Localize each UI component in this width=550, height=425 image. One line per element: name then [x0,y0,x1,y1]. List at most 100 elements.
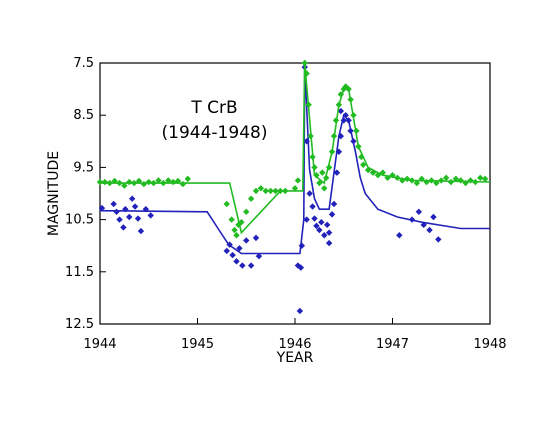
data-point [318,219,325,226]
data-point [262,187,269,195]
data-point [307,132,314,140]
data-point [369,169,377,176]
data-point [301,59,308,67]
data-point [358,153,365,161]
y-tick-label: 11.5 [65,265,94,280]
data-point [321,185,328,192]
data-point [345,117,352,124]
x-axis-title: YEAR [276,350,314,366]
series-layer [96,59,491,315]
data-point [96,178,104,186]
data-point [140,180,148,188]
data-point [122,205,129,213]
data-point [442,174,450,182]
x-tick-label: 1947 [376,337,409,352]
data-point [130,179,138,187]
data-point [481,175,489,183]
data-point [408,177,416,184]
data-point [179,180,187,188]
data-point [413,179,421,187]
data-point [169,178,177,186]
data-point [303,216,310,223]
data-point [137,227,145,235]
data-point [126,213,133,221]
data-point [423,178,430,186]
data-point [243,208,250,215]
data-point [306,190,313,197]
data-point [313,172,320,179]
data-point [238,219,245,226]
data-point [160,179,167,187]
data-point [252,234,260,242]
data-point [296,307,304,315]
data-point [243,237,250,244]
data-point [239,262,246,269]
data-point [142,205,150,213]
data-point [430,213,437,221]
data-point [337,91,345,98]
data-point [313,222,320,230]
data-point [145,178,152,186]
data-point [303,70,310,77]
data-point [472,178,479,186]
data-point [233,232,240,239]
data-point [457,177,464,184]
data-point [462,179,469,187]
data-point [323,174,330,182]
data-point [403,175,411,183]
data-point [255,252,263,260]
data-point [452,175,460,183]
data-point [291,185,299,192]
x-tick-label: 1944 [83,337,116,352]
data-point [309,203,316,210]
data-point [98,204,106,212]
data-point [113,208,120,215]
data-point [236,245,243,252]
annotation-star-name: T CrB [190,98,237,118]
data-point [267,187,274,195]
data-point [252,187,260,195]
trend-line [100,62,491,235]
data-point [120,224,127,231]
annotation-year-range: (1944-1948) [162,123,268,143]
data-point [447,178,455,186]
data-point [337,132,345,140]
data-point [309,153,316,161]
data-point [111,177,118,185]
data-point [467,177,474,184]
data-point [150,179,157,187]
data-point [330,132,338,140]
data-point [223,247,230,255]
data-point [435,236,442,243]
data-point [333,169,341,176]
data-point [428,177,435,184]
data-point [311,215,318,222]
data-point [226,241,233,248]
data-point [257,185,265,192]
data-point [360,161,367,168]
data-point [247,195,255,202]
data-point [311,164,318,171]
data-point [165,177,172,184]
data-point [332,117,340,124]
data-point [353,127,360,135]
data-point [229,251,236,259]
data-point [155,177,162,184]
series-0 [98,63,490,315]
data-point [477,174,484,182]
data-point [174,177,182,185]
data-point [134,215,142,222]
data-point [394,174,401,182]
data-point [384,174,391,182]
data-point [277,187,284,195]
data-point [328,211,336,218]
data-point [330,200,338,208]
data-point [228,216,235,223]
data-point [184,175,191,183]
data-point [297,264,305,271]
data-point [131,203,139,210]
plot-frame [99,62,491,325]
data-point [147,212,154,219]
data-point [408,216,416,223]
data-point [328,148,336,155]
